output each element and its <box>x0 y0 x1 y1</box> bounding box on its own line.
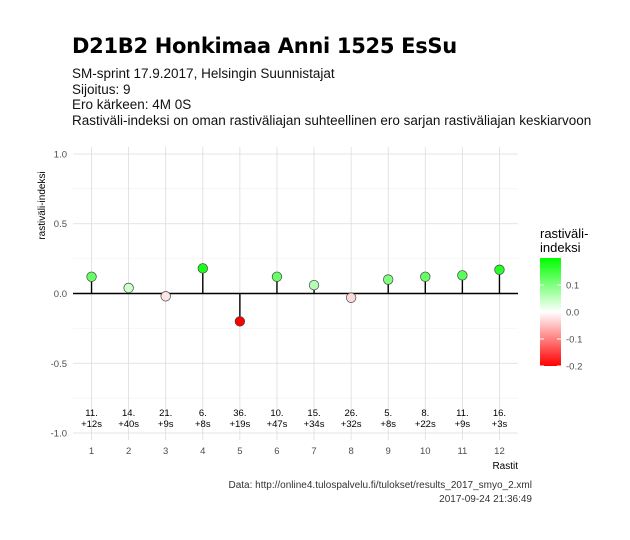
data-point <box>123 282 134 294</box>
x-tick-label: 12 <box>494 446 505 457</box>
point-rank-label: 11. <box>456 408 469 419</box>
x-tick-label: 3 <box>163 446 168 457</box>
data-point <box>271 271 283 282</box>
data-point <box>457 270 468 281</box>
legend-colorbar <box>540 258 561 366</box>
legend-title-line1: rastiväli- <box>540 226 588 241</box>
point-time-label: +22s <box>415 419 436 430</box>
data-point <box>383 274 394 285</box>
point-time-label: +8s <box>195 419 211 430</box>
point-time-label: +40s <box>118 419 139 430</box>
point-rank-label: 26. <box>345 408 358 419</box>
point-rank-label: 11. <box>85 408 98 419</box>
point-rank-label: 5. <box>384 408 392 419</box>
point-rank-label: 21. <box>159 408 172 419</box>
legend-title-line2: indeksi <box>540 240 581 255</box>
y-tick-label: 0.0 <box>54 289 67 300</box>
point-rank-label: 10. <box>270 408 283 419</box>
x-tick-label: 8 <box>348 446 353 457</box>
x-tick-label: 7 <box>311 446 316 457</box>
point-time-label: +12s <box>81 419 102 430</box>
point-time-label: +9s <box>158 419 174 430</box>
point-rank-label: 8. <box>421 408 429 419</box>
data-point <box>234 316 246 327</box>
point-rank-label: 16. <box>493 408 506 419</box>
x-tick-label: 6 <box>274 446 279 457</box>
point-time-label: +8s <box>380 419 396 430</box>
legend-tick-label: 0.1 <box>566 281 579 292</box>
caption-timestamp: 2017-09-24 21:36:49 <box>439 494 532 505</box>
chart-title: D21B2 Honkimaa Anni 1525 EsSu <box>72 34 457 58</box>
data-point <box>420 271 431 282</box>
x-tick-label: 10 <box>420 446 431 457</box>
x-tick-label: 11 <box>457 446 467 457</box>
legend-tick-label: 0.0 <box>566 308 579 319</box>
x-tick-label: 1 <box>89 446 94 457</box>
subtitle-placement: Sijoitus: 9 <box>72 82 131 97</box>
data-point <box>308 279 320 291</box>
point-time-label: +9s <box>455 419 471 430</box>
point-rank-label: 15. <box>307 408 320 419</box>
data-point <box>494 264 505 275</box>
x-tick-label: 4 <box>200 446 205 457</box>
y-tick-label: 0.5 <box>54 219 67 230</box>
x-tick-label: 9 <box>386 446 391 457</box>
y-tick-label: -1.0 <box>51 429 67 440</box>
point-time-label: +34s <box>304 419 325 430</box>
subtitle-gap: Ero kärkeen: 4M 0S <box>72 97 192 112</box>
caption-source: Data: http://online4.tulospalvelu.fi/tul… <box>228 480 532 491</box>
point-time-label: +32s <box>341 419 362 430</box>
point-time-label: +19s <box>229 419 250 430</box>
legend-tick-label: -0.2 <box>566 362 582 373</box>
x-tick-label: 5 <box>237 446 242 457</box>
y-axis-title: rastiväli-indeksi <box>37 171 48 239</box>
x-axis-title: Rastit <box>492 461 518 472</box>
data-point <box>160 291 171 302</box>
subtitle-description: Rastiväli-indeksi on oman rastiväliajan … <box>72 113 592 128</box>
subtitle-event: SM-sprint 17.9.2017, Helsingin Suunnista… <box>72 66 335 81</box>
data-point <box>86 271 97 282</box>
y-tick-label: -0.5 <box>51 359 67 370</box>
point-rank-label: 6. <box>199 408 207 419</box>
data-point <box>345 292 357 303</box>
data-point <box>197 263 208 274</box>
point-time-label: +3s <box>492 419 508 430</box>
point-rank-label: 14. <box>122 408 135 419</box>
x-tick-label: 2 <box>126 446 131 457</box>
point-rank-label: 36. <box>233 408 246 419</box>
y-tick-label: 1.0 <box>54 149 67 160</box>
point-time-label: +47s <box>267 419 288 430</box>
legend-tick-label: -0.1 <box>566 335 582 346</box>
